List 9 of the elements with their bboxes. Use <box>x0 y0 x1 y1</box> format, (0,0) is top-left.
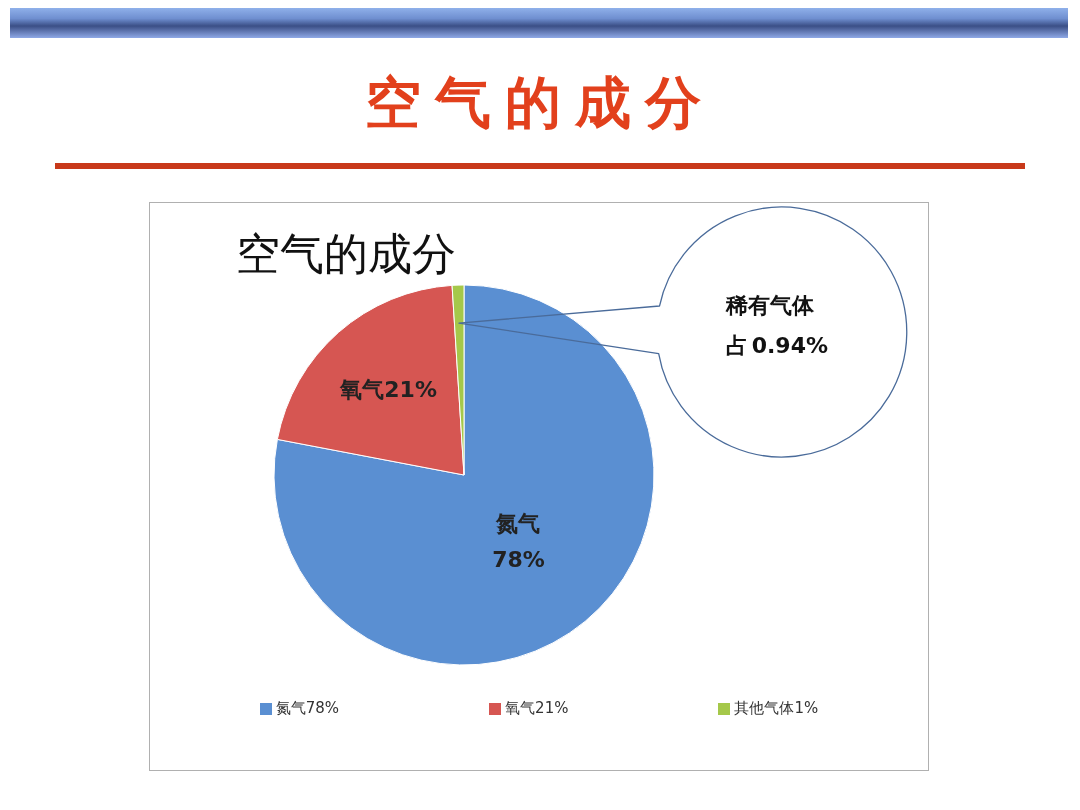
legend-label: 氧气21% <box>505 699 569 717</box>
chart-subtitle: 空气的成分 <box>236 227 456 281</box>
text: 稀有气体占 0.94% <box>726 292 829 360</box>
pie-slice <box>273 284 655 666</box>
legend-label: 其他气体1% <box>734 699 819 717</box>
legend-label: 氮气78% <box>275 699 340 717</box>
data-label: 氮气 78% <box>492 510 545 572</box>
chart-title: 空气的成分 <box>364 68 716 137</box>
data-label: 氧气21% <box>339 376 437 402</box>
